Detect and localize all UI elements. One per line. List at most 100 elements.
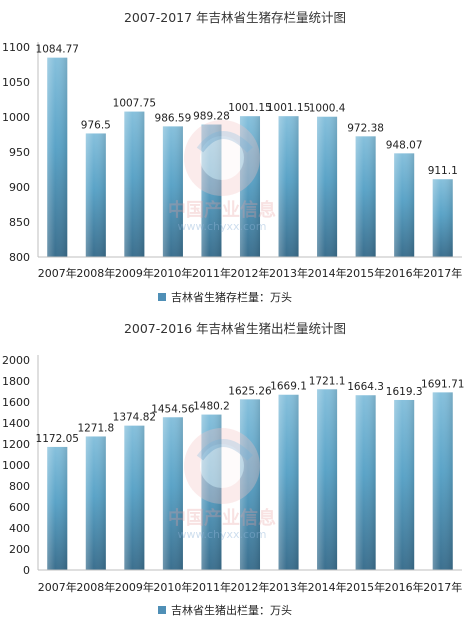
y-tick-label: 1000 (2, 459, 30, 472)
x-tick-label: 2013年 (269, 580, 308, 594)
bar-shade (278, 116, 299, 257)
y-axis: 800 850 900 950 1000 1050 1100 (2, 41, 39, 264)
chart-title: 2007-2016 年吉林省生猪出栏量统计图 (124, 321, 346, 336)
x-axis: 2007年 2008年 2009年 2010年 2011年 2012年 2013年 2014年… (38, 256, 462, 280)
data-label: 1000.4 (309, 103, 346, 115)
y-tick-label: 400 (9, 522, 30, 535)
bar-shade (85, 436, 106, 570)
bar-shade (239, 399, 261, 570)
bar-shade (432, 392, 453, 570)
legend: 吉林省生猪出栏量：万头 (158, 603, 292, 617)
x-tick-label: 2009年 (115, 266, 154, 280)
watermark-url: www.chyxx.com (177, 220, 266, 233)
x-tick-label: 2015年 (346, 266, 385, 280)
watermark-brand: 中国产业信息 (168, 507, 276, 529)
x-tick-label: 2017年 (423, 266, 462, 280)
x-tick-label: 2010年 (153, 580, 192, 594)
data-label: 1001.15 (267, 102, 310, 114)
data-label: 1001.15 (228, 102, 271, 114)
watermark-logo-icon (184, 428, 260, 504)
y-tick-label: 1400 (2, 417, 30, 430)
data-label: 1480.2 (193, 401, 230, 413)
y-tick-label: 800 (9, 251, 30, 264)
legend-label: 吉林省生猪存栏量：万头 (171, 290, 292, 304)
y-tick-label: 0 (23, 564, 30, 577)
bar-shade (124, 111, 145, 257)
x-tick-label: 2012年 (231, 580, 270, 594)
x-tick-label: 2008年 (76, 580, 115, 594)
x-tick-label: 2016年 (385, 266, 424, 280)
x-tick-label: 2008年 (76, 266, 115, 280)
y-tick-label: 1200 (2, 438, 30, 451)
y-tick-label: 950 (9, 146, 30, 159)
data-label: 1084.77 (36, 44, 79, 56)
x-tick-label: 2007年 (38, 266, 77, 280)
watermark-url: www.chyxx.com (177, 528, 266, 541)
slaughter-chart: 2007-2016 年吉林省生猪出栏量统计图 0 200 400 600 800 1000… (2, 321, 464, 617)
y-tick-label: 200 (9, 543, 30, 556)
y-tick-label: 900 (9, 181, 30, 194)
data-label: 1172.05 (36, 433, 79, 445)
y-tick-label: 1050 (2, 76, 30, 89)
y-tick-label: 1100 (2, 41, 30, 54)
x-tick-label: 2010年 (153, 266, 192, 280)
inventory-chart: 2007-2017 年吉林省生猪存栏量统计图 800 850 900 950 1000 1… (2, 10, 462, 304)
y-tick-label: 2000 (2, 354, 30, 367)
y-tick-label: 600 (9, 501, 30, 514)
data-label: 1271.8 (77, 422, 114, 434)
bar-shade (201, 124, 222, 257)
y-tick-label: 1800 (2, 375, 30, 388)
x-tick-label: 2016年 (385, 580, 424, 594)
x-tick-label: 2011年 (192, 266, 231, 280)
x-tick-label: 2015年 (346, 580, 385, 594)
bar-shade (432, 179, 453, 257)
bar-shade (317, 389, 338, 570)
bar-shade (394, 399, 415, 570)
legend: 吉林省生猪存栏量：万头 (158, 290, 292, 304)
x-tick-label: 2011年 (192, 580, 231, 594)
bar-shade (201, 414, 222, 570)
data-label: 976.5 (81, 119, 111, 131)
data-label: 972.38 (347, 122, 384, 134)
bar-shade (47, 446, 68, 570)
data-label: 1619.3 (386, 386, 423, 398)
data-label: 1007.75 (113, 98, 156, 110)
x-tick-label: 2014年 (308, 580, 347, 594)
x-tick-label: 2009年 (115, 580, 154, 594)
legend-swatch (158, 293, 166, 301)
bar-shade (278, 394, 299, 570)
y-axis: 0 200 400 600 800 1000 1200 1400 1600 1800 2000 (2, 354, 39, 577)
chart-title: 2007-2017 年吉林省生猪存栏量统计图 (124, 10, 346, 25)
bar-shade (162, 417, 183, 570)
data-label: 1721.1 (309, 375, 346, 387)
y-tick-label: 800 (9, 480, 30, 493)
watermark-brand: 中国产业信息 (168, 199, 276, 221)
watermark-top: 中国产业信息 www.chyxx.com (168, 120, 276, 233)
data-label: 1691.71 (421, 378, 464, 390)
x-tick-label: 2007年 (38, 580, 77, 594)
y-tick-label: 1600 (2, 396, 30, 409)
data-label: 1625.26 (228, 385, 272, 397)
bar-shade (239, 116, 261, 257)
data-label: 948.07 (386, 139, 423, 151)
x-tick-label: 2012年 (231, 266, 270, 280)
data-label: 911.1 (428, 165, 458, 177)
watermark-bottom: 中国产业信息 www.chyxx.com (168, 428, 276, 541)
y-tick-label: 850 (9, 216, 30, 229)
bar-shade (394, 153, 415, 257)
watermark-logo-icon (184, 120, 260, 196)
x-tick-label: 2014年 (308, 266, 347, 280)
bar-shade (124, 425, 145, 570)
legend-swatch (158, 606, 166, 614)
x-tick-label: 2013年 (269, 266, 308, 280)
data-label: 1664.3 (347, 381, 384, 393)
bar-shade (85, 133, 106, 257)
y-tick-label: 1000 (2, 111, 30, 124)
legend-label: 吉林省生猪出栏量：万头 (171, 603, 292, 617)
data-label: 1374.82 (113, 412, 156, 424)
data-label: 989.28 (193, 111, 230, 123)
